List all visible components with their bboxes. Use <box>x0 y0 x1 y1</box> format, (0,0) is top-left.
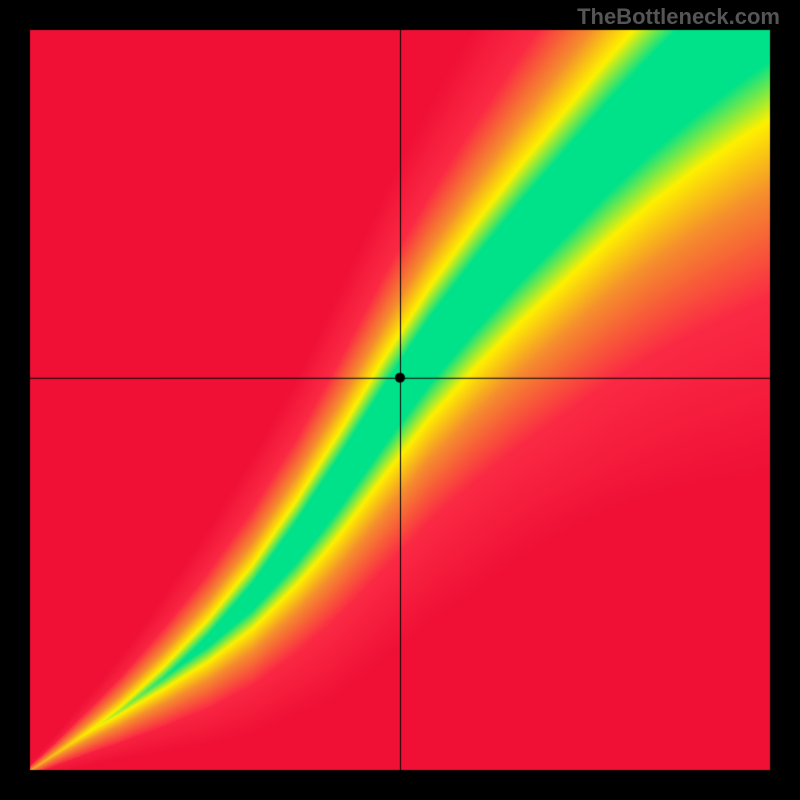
heatmap-canvas <box>0 0 800 800</box>
chart-container: TheBottleneck.com <box>0 0 800 800</box>
watermark-text: TheBottleneck.com <box>577 4 780 30</box>
